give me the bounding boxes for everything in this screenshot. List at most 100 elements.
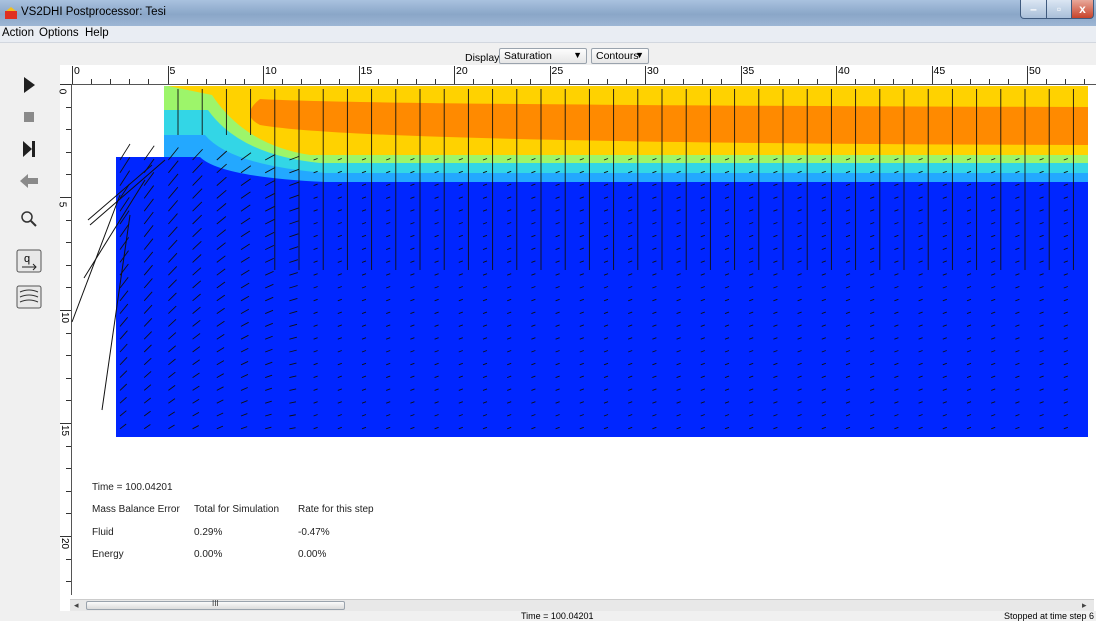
close-button[interactable]: x — [1071, 0, 1094, 19]
velocity-vector — [603, 414, 609, 417]
velocity-vector — [652, 375, 657, 379]
velocity-vector — [386, 222, 391, 225]
velocity-vector — [724, 234, 730, 238]
scroll-right-arrow[interactable]: ▸ — [1082, 600, 1087, 610]
vector-button[interactable]: q — [14, 247, 44, 275]
velocity-vector — [628, 222, 633, 225]
velocity-vector — [942, 298, 947, 302]
velocity-vector — [289, 155, 300, 161]
velocity-vector — [264, 154, 276, 161]
velocity-vector — [797, 388, 802, 391]
menu-action[interactable]: Action — [2, 27, 34, 39]
velocity-vector — [724, 337, 730, 340]
velocity-vector — [628, 426, 633, 430]
velocity-vector — [652, 298, 657, 302]
x-ruler-tick — [530, 79, 532, 84]
velocity-vector — [458, 298, 463, 302]
minimize-button[interactable]: – — [1020, 0, 1047, 19]
velocity-vector — [1063, 350, 1068, 353]
x-ruler-tick — [358, 66, 360, 84]
velocity-vector — [724, 350, 730, 353]
contour-button[interactable] — [14, 283, 44, 311]
velocity-vector — [894, 311, 899, 315]
velocity-vector — [168, 424, 175, 430]
velocity-vector — [434, 183, 439, 187]
scroll-thumb[interactable]: III — [86, 599, 345, 610]
velocity-vector — [652, 311, 657, 315]
rewind-button[interactable] — [14, 167, 44, 195]
velocity-vector — [289, 168, 300, 174]
velocity-vector — [870, 388, 875, 391]
x-ruler-tick — [1084, 79, 1086, 84]
velocity-vector — [1039, 247, 1044, 251]
velocity-vector — [966, 414, 972, 417]
velocity-vector — [386, 298, 391, 302]
stats-fluid-total: 0.29% — [194, 527, 223, 538]
velocity-vector — [555, 286, 560, 289]
velocity-vector — [289, 194, 300, 199]
velocity-vector — [845, 222, 851, 225]
velocity-vector — [676, 183, 681, 187]
velocity-vector — [797, 324, 802, 327]
velocity-vector — [119, 343, 128, 353]
velocity-vector — [579, 234, 584, 238]
velocity-vector — [434, 414, 439, 417]
velocity-vector — [652, 388, 657, 391]
velocity-vector — [265, 426, 272, 430]
velocity-vector — [894, 170, 899, 174]
zoom-button[interactable] — [14, 205, 44, 233]
velocity-vector — [1015, 183, 1020, 187]
plot-area[interactable]: 0 5 10 15 20 25 30 35 40 45 50 0 5 10 15 20 Time = 100… — [56, 65, 1096, 601]
x-ruler-label: 15 — [360, 65, 373, 77]
scroll-left-arrow[interactable]: ◂ — [74, 600, 79, 610]
velocity-vector — [240, 243, 250, 250]
velocity-vector — [434, 260, 439, 263]
velocity-vector — [991, 350, 996, 353]
velocity-vector — [603, 426, 609, 430]
y-ruler-tick — [60, 197, 71, 198]
velocity-vector — [918, 170, 923, 174]
play-button[interactable] — [14, 71, 44, 99]
velocity-vector — [482, 362, 488, 366]
velocity-vector — [410, 414, 415, 417]
maximize-button[interactable]: ▫ — [1046, 0, 1072, 19]
horizontal-scrollbar[interactable]: ◂ III ▸ — [70, 599, 1094, 612]
velocity-vector — [1039, 158, 1044, 161]
velocity-vector — [531, 337, 536, 340]
velocity-vector — [918, 196, 923, 199]
velocity-vector — [966, 196, 972, 199]
velocity-vector — [942, 362, 947, 366]
step-forward-button[interactable] — [14, 135, 44, 163]
velocity-vector — [458, 388, 463, 391]
velocity-vector — [555, 196, 560, 199]
velocity-vector — [1015, 414, 1020, 417]
velocity-vector — [216, 307, 225, 314]
velocity-vector — [724, 209, 730, 212]
velocity-vector — [603, 183, 609, 187]
velocity-vector — [797, 183, 802, 187]
velocity-vector — [507, 196, 512, 199]
mode-select[interactable]: Contours ▼ — [591, 48, 649, 64]
velocity-vector — [434, 209, 439, 212]
velocity-vector — [603, 158, 609, 161]
velocity-vector — [724, 362, 730, 366]
velocity-vector — [289, 310, 298, 315]
menu-help[interactable]: Help — [85, 27, 109, 39]
velocity-vector — [482, 401, 488, 404]
menu-options[interactable]: Options — [39, 27, 79, 39]
x-ruler-tick — [1065, 79, 1067, 84]
plot-canvas — [71, 86, 1088, 437]
velocity-vector — [942, 234, 947, 238]
velocity-vector — [507, 260, 512, 263]
velocity-vector — [531, 388, 536, 391]
velocity-vector — [1063, 247, 1068, 251]
vector-icon: q — [16, 249, 42, 273]
x-ruler-tick — [587, 79, 589, 84]
velocity-vector — [192, 412, 200, 417]
velocity-vector — [386, 362, 391, 366]
stop-button[interactable] — [14, 103, 44, 131]
velocity-vector — [1015, 209, 1020, 212]
display-select[interactable]: Saturation ▼ — [499, 48, 587, 64]
velocity-vector — [410, 311, 415, 315]
x-ruler-tick — [339, 79, 341, 84]
